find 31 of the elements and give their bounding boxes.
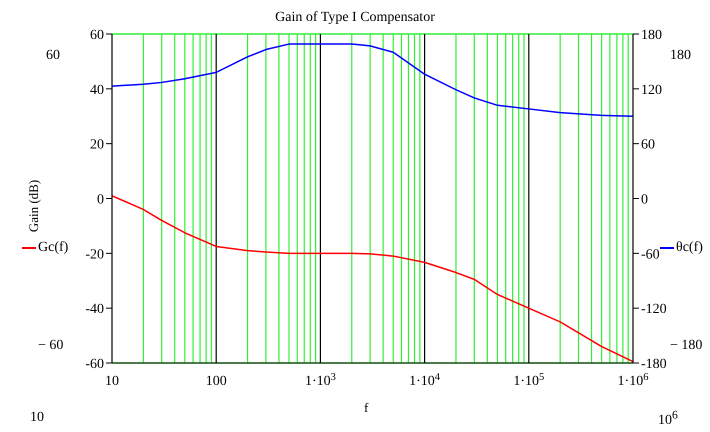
text: 60 bbox=[46, 48, 60, 63]
y2-tick-label: 180 bbox=[641, 28, 662, 43]
x-tick-label: 1·10$^{5}$ bbox=[513, 372, 544, 389]
legend-label: Gc(f) bbox=[38, 240, 68, 256]
text: − 180 bbox=[670, 338, 702, 353]
y-tick-label: -20 bbox=[85, 247, 104, 262]
y2-tick-label: -120 bbox=[641, 302, 667, 318]
chart-title: Gain of Type I Compensator bbox=[274, 10, 436, 26]
y2-tick-label: -180 bbox=[641, 356, 667, 372]
y-tick-label: 20 bbox=[90, 138, 104, 153]
y-tick-label: 60 bbox=[90, 28, 104, 43]
y-tick-label: 0 bbox=[97, 192, 104, 208]
x-tick-label: 100 bbox=[206, 374, 227, 389]
y2-tick-label: 120 bbox=[641, 82, 662, 98]
y-tick-label: 40 bbox=[90, 82, 104, 98]
text: − 60 bbox=[38, 338, 64, 353]
y-tick-label: -60 bbox=[85, 356, 104, 372]
y2-tick-label: -60 bbox=[641, 247, 660, 262]
y2-tick-label: 0 bbox=[641, 192, 648, 208]
y-axis-title: Gain (dB) bbox=[26, 180, 42, 232]
y-tick-label: -40 bbox=[85, 302, 104, 318]
legend-label: θc(f) bbox=[676, 240, 703, 256]
x-tick-label: 10 bbox=[105, 374, 119, 389]
text: 10 bbox=[30, 410, 44, 425]
y2-tick-label: 60 bbox=[641, 138, 655, 153]
text: 10$^{6}$ bbox=[658, 408, 678, 428]
x-axis-title: f bbox=[364, 400, 368, 416]
x-tick-label: 1·10$^{6}$ bbox=[618, 372, 648, 389]
text: 180 bbox=[670, 48, 691, 63]
x-tick-label: 1·10$^{3}$ bbox=[304, 372, 336, 389]
x-tick-label: 1·10$^{4}$ bbox=[409, 372, 441, 389]
